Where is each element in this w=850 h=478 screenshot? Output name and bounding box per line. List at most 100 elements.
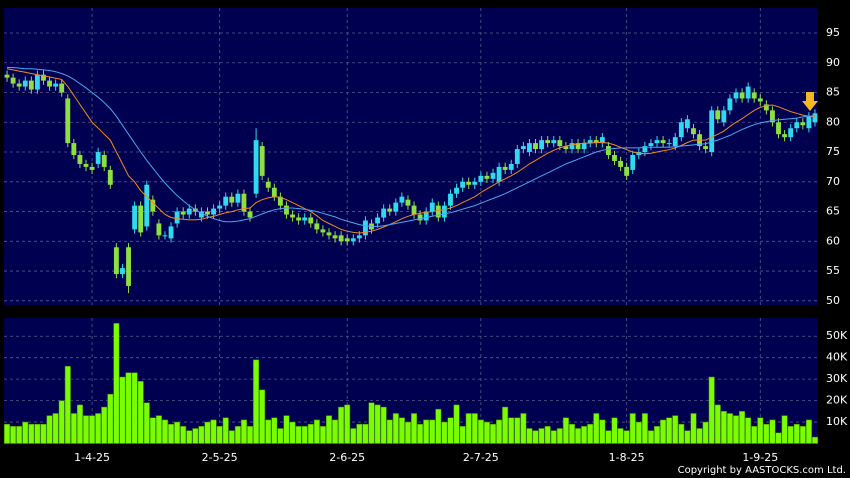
candle-body xyxy=(794,122,800,129)
candle-body xyxy=(259,146,265,176)
candle-body xyxy=(186,208,192,215)
volume-bar xyxy=(477,419,484,444)
volume-bar xyxy=(289,421,296,444)
candle-body xyxy=(302,217,308,221)
candle-body xyxy=(253,140,259,194)
volume-bar xyxy=(641,413,648,444)
volume-bar xyxy=(131,372,138,444)
candle-body xyxy=(168,226,174,239)
candle-body xyxy=(800,122,806,126)
candle-body xyxy=(745,86,751,99)
candle-body xyxy=(478,175,484,182)
candle-body xyxy=(235,193,241,203)
moving-average-line xyxy=(7,67,816,227)
candle-body xyxy=(691,128,696,135)
candle-body xyxy=(277,196,283,206)
candle-body xyxy=(314,223,320,230)
volume-bar xyxy=(502,406,509,444)
volume-bar xyxy=(757,417,764,444)
volume-bar xyxy=(83,415,89,444)
volume-bar xyxy=(34,423,41,444)
candle-body xyxy=(502,166,508,170)
volume-bar xyxy=(660,419,667,444)
candle-body xyxy=(138,205,144,233)
candle-body xyxy=(95,152,101,164)
candle-body xyxy=(393,202,399,212)
candle-body xyxy=(411,205,417,215)
volume-bar xyxy=(411,413,418,444)
candle-body xyxy=(593,140,599,144)
volume-bar xyxy=(16,426,23,444)
candle-body xyxy=(812,113,818,123)
volume-bar xyxy=(28,423,35,444)
volume-bar xyxy=(611,417,618,444)
volume-bar xyxy=(532,430,539,444)
volume-bar xyxy=(119,376,126,444)
volume-bar xyxy=(143,402,150,444)
volume-bar xyxy=(253,359,260,444)
candle-body xyxy=(727,98,733,111)
y-tick-label: 10K xyxy=(826,415,848,428)
candle-body xyxy=(77,155,83,164)
candle-body xyxy=(733,92,739,99)
candle-body xyxy=(599,137,605,144)
candle-body xyxy=(618,160,624,167)
candle-body xyxy=(53,83,59,87)
candle-body xyxy=(454,187,459,194)
candle-body xyxy=(569,143,575,150)
candle-body xyxy=(539,140,545,150)
candle-body xyxy=(308,217,314,224)
volume-bar xyxy=(435,408,442,444)
volume-bar xyxy=(277,428,284,444)
volume-bar xyxy=(441,421,448,444)
volume-bar xyxy=(259,389,266,444)
candle-body xyxy=(326,232,332,236)
candle-body xyxy=(545,140,551,144)
candle-body xyxy=(587,140,593,144)
candle-body xyxy=(198,211,204,218)
volume-bar xyxy=(186,430,193,444)
candle-body xyxy=(672,137,678,147)
candle-body xyxy=(782,134,788,138)
candle-body xyxy=(101,155,107,167)
x-tick-label: 2-5-25 xyxy=(202,451,238,464)
candle-body xyxy=(709,110,715,153)
volume-bar xyxy=(733,415,739,444)
volume-bar xyxy=(107,393,114,444)
volume-bar xyxy=(520,413,527,444)
volume-bar xyxy=(465,413,472,444)
volume-bar xyxy=(690,413,697,444)
candle-body xyxy=(271,187,277,197)
volume-bar xyxy=(714,404,721,444)
volume-bar xyxy=(775,432,782,444)
volume-bar xyxy=(168,423,175,444)
volume-bar xyxy=(113,323,120,444)
volume-bar xyxy=(605,430,612,444)
volume-bar xyxy=(301,426,308,444)
y-tick-label: 85 xyxy=(826,86,840,99)
volume-bar xyxy=(739,411,746,444)
volume-bar xyxy=(307,423,314,444)
candle-body xyxy=(751,92,757,99)
candle-body xyxy=(205,211,210,215)
volume-bar xyxy=(781,415,788,444)
volume-bar xyxy=(149,417,156,444)
candle-body xyxy=(605,146,611,156)
candle-body xyxy=(490,172,496,179)
candle-body xyxy=(156,223,162,236)
volume-bar xyxy=(283,415,290,444)
candle-body xyxy=(484,175,490,179)
volume-bar xyxy=(319,426,326,444)
candle-body xyxy=(448,193,453,206)
candle-body xyxy=(460,181,466,188)
volume-bar xyxy=(447,417,454,444)
candle-body xyxy=(642,146,648,153)
volume-bar xyxy=(192,428,199,444)
volume-bar xyxy=(538,428,545,444)
volume-bar xyxy=(368,402,375,444)
volume-bar xyxy=(496,419,503,444)
candle-body xyxy=(211,208,217,215)
volume-bar xyxy=(490,423,496,444)
candle-body xyxy=(375,217,381,224)
